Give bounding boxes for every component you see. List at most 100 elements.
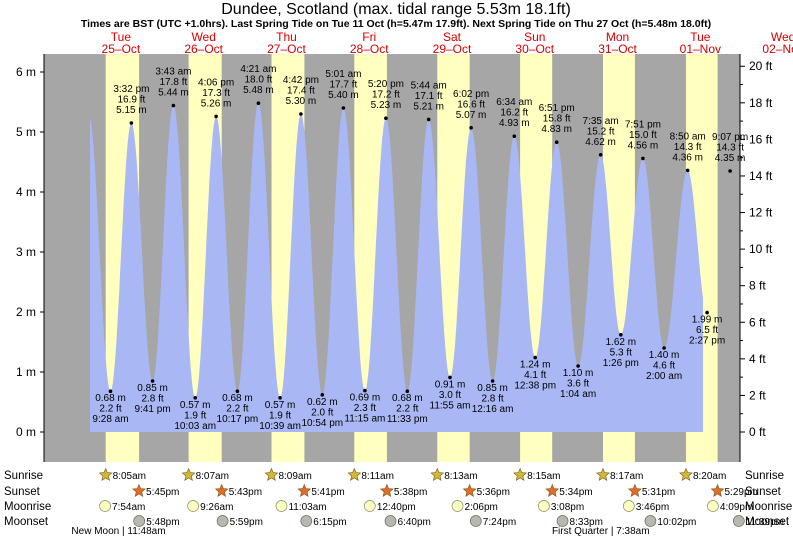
low-tide-label: 12:16 am [472,404,514,415]
low-tide-point [235,389,240,394]
high-tide-label: 15.2 ft [587,126,615,137]
high-tide-label: 17.7 ft [329,80,357,91]
sunrise-time: 8:20am [693,471,726,482]
low-tide-label: 1.9 ft [184,410,206,421]
moonset-time: 6:40pm [398,517,431,528]
low-tide-label: 0.85 m [477,383,508,394]
moonrise-time: 9:26am [200,502,233,513]
sunrise-time: 8:17am [610,471,643,482]
high-tide-label: 16.6 ft [457,99,485,110]
moonrise-time: 3:08pm [551,502,584,513]
low-tide-label: 1.99 m [692,315,723,326]
moonrise-icon [275,500,288,512]
low-tide-label: 3.6 ft [567,379,589,390]
low-tide-label: 2.2 ft [99,404,121,415]
low-tide-label: 1:04 am [560,389,596,400]
low-tide-label: 6.5 ft [696,325,718,336]
moonset-time: 5:48pm [146,517,179,528]
high-tide-label: 18.0 ft [244,75,272,86]
moonset-time: 11:39pm [746,517,784,528]
high-tide-label: 16.9 ft [117,95,145,106]
right-tick-label: 6 ft [749,315,766,329]
row-label-right: Moonrise [745,501,792,513]
high-tide-label: 17.8 ft [159,77,187,88]
low-tide-label: 2:27 pm [689,336,725,347]
high-tide-label: 5.30 m [286,96,317,107]
low-tide-point [448,375,452,380]
sunset-icon [545,483,560,497]
sunset-icon [379,483,394,497]
low-tide-label: 2.8 ft [481,394,503,405]
sunrise-icon [596,467,610,481]
high-tide-label: 5.48 m [243,85,274,96]
day-name: Sun [524,30,545,44]
right-tick-label: 10 ft [749,242,773,256]
high-tide-label: 9:07 pm [712,132,748,143]
high-tide-label: 15.8 ft [543,114,571,125]
day-name: Tue [111,30,132,44]
low-tide-point [320,393,325,397]
left-tick-label: 1 m [16,365,36,379]
low-tide-point [108,389,113,394]
moon-phase-label: New Moon | 11:48am [71,526,165,537]
low-tide-label: 10:17 pm [217,414,259,425]
high-tide-point [685,168,690,173]
moonrise-icon [363,500,376,512]
high-tide-label: 3:32 pm [113,84,149,95]
right-tick-label: 20 ft [749,59,773,73]
low-tide-label: 9:28 am [92,414,128,425]
sunset-time: 5:43pm [229,487,262,498]
low-tide-label: 2.3 ft [354,403,376,414]
high-tide-point [171,103,176,108]
axes: 0 m 1 m 2 m 3 m 4 m 5 m 6 m 0 ft 2 ft 4 ft 6 ft 8 f… [16,54,773,462]
left-tick-label: 5 m [16,125,36,139]
low-tide-label: 0.68 m [95,393,126,404]
sunrise-icon [181,467,196,481]
right-tick-label: 16 ft [749,132,773,146]
high-tide-label: 5.40 m [328,90,359,101]
low-tide-label: 1.10 m [563,368,594,379]
moonrise-time: 7:54am [112,502,145,513]
moonset-icon [732,515,745,527]
high-tide-point [426,117,431,122]
moonset-icon [216,515,229,527]
high-tide-point [512,134,517,138]
low-tide-point [150,379,155,383]
low-tide-label: 2.0 ft [311,407,333,418]
high-tide-point [129,121,134,125]
low-tide-point [619,333,623,337]
high-tide-point [299,112,303,116]
sunrise-icon [679,467,693,481]
moonrise-icon [622,500,635,512]
high-tide-label: 17.3 ft [202,88,230,99]
low-tide-label: 10:03 am [174,421,216,432]
high-tide-label: 6:51 pm [539,103,575,114]
left-tick-label: 3 m [16,245,36,259]
low-tide-label: 2.2 ft [396,404,418,415]
moonrise-icon [99,500,111,512]
low-tide-point [490,379,495,383]
low-tide-label: 1.40 m [649,350,680,361]
day-header: Tue25–OctWed26–OctThu27–OctFri28–OctSat2… [102,30,793,56]
day-name: Wed [771,30,793,44]
low-tide-label: 4.6 ft [653,361,675,372]
sunrise-icon [430,467,445,481]
low-tide-label: 1:26 pm [603,358,639,369]
day-date: 28–Oct [350,42,389,56]
high-tide-label: 4:42 pm [283,75,319,86]
high-tide-point [469,126,473,130]
moonset-time: 8:33pm [570,517,603,528]
sunrise-time: 8:09am [278,471,311,482]
sun-moon-table: Sunrise Sunrise Sunset Sunset Moonrise Moonri… [4,467,792,528]
sunrise-time: 8:07am [196,471,229,482]
day-date: 26–Oct [184,42,223,56]
high-tide-label: 15.0 ft [629,130,657,141]
sunrise-icon [347,467,362,481]
high-tide-label: 4.83 m [541,124,572,135]
sunrise-icon [98,467,113,481]
row-label-left: Moonrise [4,501,51,513]
left-tick-label: 6 m [16,65,36,79]
sunset-icon [627,483,642,497]
